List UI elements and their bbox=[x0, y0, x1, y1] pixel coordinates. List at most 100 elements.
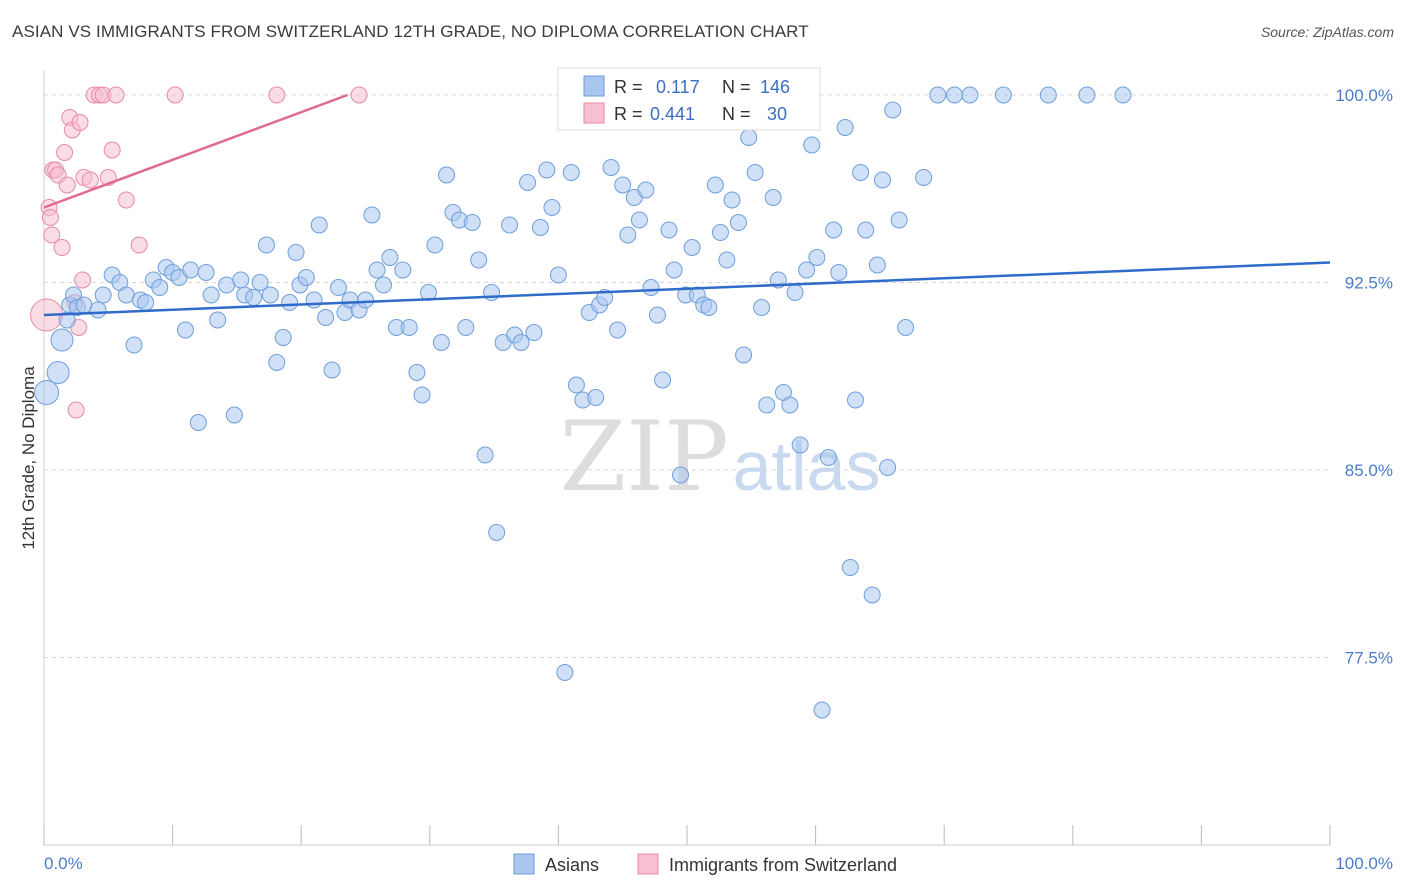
x-tick-labels: 0.0% 100.0% bbox=[44, 854, 1393, 873]
asian-point bbox=[543, 199, 561, 216]
swiss-point bbox=[58, 176, 76, 194]
asian-point bbox=[994, 86, 1012, 104]
legend-swiss-n-label: N = bbox=[722, 104, 751, 124]
asian-point bbox=[587, 389, 605, 406]
asian-point bbox=[251, 274, 269, 291]
asian-point bbox=[329, 279, 347, 296]
asian-point bbox=[706, 176, 724, 194]
series-asians bbox=[34, 86, 1132, 719]
asian-point bbox=[519, 174, 537, 191]
legend-asians-r-label: R = bbox=[614, 77, 643, 97]
asian-point bbox=[836, 119, 854, 136]
asian-point bbox=[525, 324, 543, 341]
asian-point bbox=[791, 436, 809, 454]
asian-point bbox=[75, 296, 93, 314]
asian-point bbox=[764, 189, 782, 206]
asian-point bbox=[538, 161, 556, 179]
legend-asians-r-value: 0.117 bbox=[656, 77, 700, 97]
asian-point bbox=[857, 221, 875, 239]
asian-point bbox=[665, 261, 683, 279]
swiss-point bbox=[81, 171, 99, 189]
asian-point bbox=[151, 279, 169, 296]
asian-point bbox=[642, 279, 660, 296]
asian-point bbox=[323, 361, 341, 379]
asian-point bbox=[873, 171, 891, 189]
swiss-point bbox=[107, 86, 125, 104]
y-tick-label-2: 92.5% bbox=[1345, 274, 1393, 293]
asian-point bbox=[225, 406, 243, 424]
asian-point bbox=[846, 391, 864, 409]
asian-point bbox=[1078, 86, 1096, 104]
asian-point bbox=[868, 256, 886, 274]
asian-point bbox=[890, 211, 908, 229]
asian-point bbox=[125, 336, 143, 354]
trend-line-swiss bbox=[43, 93, 348, 209]
swiss-point bbox=[166, 86, 184, 104]
asian-point bbox=[426, 236, 444, 254]
asian-point bbox=[654, 371, 672, 389]
asian-point bbox=[363, 206, 381, 224]
legend-asians-n-label: N = bbox=[722, 77, 751, 97]
asian-point bbox=[961, 86, 979, 104]
legend-swiss-n-value: 30 bbox=[767, 104, 787, 124]
swiss-point bbox=[130, 236, 148, 254]
legend-swatch-swiss bbox=[583, 102, 605, 124]
asian-point bbox=[512, 334, 530, 351]
asian-point bbox=[567, 376, 585, 394]
asian-point bbox=[672, 466, 690, 484]
asian-point bbox=[375, 276, 393, 294]
asian-point bbox=[614, 176, 632, 194]
asian-point bbox=[803, 136, 821, 154]
asian-point bbox=[281, 294, 299, 311]
asian-point bbox=[711, 224, 729, 241]
asian-point bbox=[648, 306, 666, 324]
swiss-point bbox=[56, 144, 74, 161]
asian-point bbox=[758, 396, 776, 414]
swiss-point bbox=[74, 271, 92, 289]
asian-point bbox=[176, 321, 194, 339]
asian-point bbox=[735, 346, 753, 364]
asian-point bbox=[813, 701, 831, 719]
asian-point bbox=[261, 286, 279, 304]
legend-swatch-asians bbox=[583, 75, 605, 97]
y-axis-label: 12th Grade, No Diploma bbox=[19, 366, 38, 550]
bottom-legend-swiss: Immigrants from Switzerland bbox=[669, 855, 897, 875]
asian-point bbox=[189, 414, 207, 431]
asian-point bbox=[637, 181, 655, 199]
asian-point bbox=[630, 211, 648, 229]
asian-point bbox=[209, 311, 227, 329]
asian-point bbox=[915, 169, 933, 186]
asian-point bbox=[476, 446, 494, 464]
swiss-point bbox=[41, 209, 59, 226]
stats-legend: R = 0.117 N = 146 R = 0.441 N = 30 bbox=[557, 67, 821, 131]
asian-point bbox=[470, 251, 488, 269]
swiss-point bbox=[67, 401, 85, 419]
asian-point bbox=[852, 164, 870, 181]
asian-point bbox=[94, 286, 112, 304]
swiss-point bbox=[350, 86, 368, 104]
asian-point bbox=[197, 264, 215, 281]
source-credit: Source: ZipAtlas.com bbox=[1260, 24, 1394, 40]
asian-point bbox=[825, 221, 843, 239]
swiss-point bbox=[117, 191, 135, 209]
asian-point bbox=[268, 354, 286, 371]
swiss-point bbox=[53, 239, 71, 256]
x-tick-label-start: 0.0% bbox=[44, 854, 83, 873]
asian-point bbox=[602, 159, 620, 176]
asian-point bbox=[786, 284, 804, 301]
legend-asians-n-value: 146 bbox=[760, 77, 790, 97]
asian-point bbox=[463, 214, 481, 231]
asian-point bbox=[245, 289, 263, 306]
asian-point bbox=[488, 524, 506, 541]
asian-point bbox=[740, 129, 758, 146]
swiss-point bbox=[43, 226, 61, 244]
trend-line-asians bbox=[43, 261, 1331, 317]
asian-point bbox=[287, 244, 305, 261]
y-tick-label-0: 77.5% bbox=[1345, 649, 1393, 668]
asian-point bbox=[432, 334, 450, 351]
asian-point bbox=[89, 301, 107, 319]
asian-point bbox=[117, 286, 135, 304]
asian-point bbox=[897, 319, 915, 336]
asian-point bbox=[700, 299, 718, 316]
asian-point bbox=[723, 191, 741, 209]
